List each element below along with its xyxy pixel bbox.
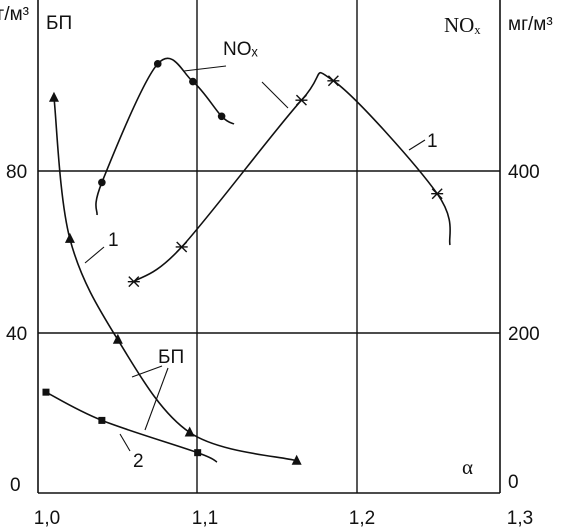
x-tick-label-1-2: 1,2 <box>349 508 375 529</box>
leader-bp-1 <box>131 365 163 378</box>
x-tick-label-1-1: 1,1 <box>192 508 218 529</box>
series-0-point-3 <box>184 426 195 437</box>
y-right-unit: мг/м³ <box>508 14 553 35</box>
series-2-point-2 <box>189 77 197 86</box>
y-left-tick-label-80: 80 <box>6 162 27 183</box>
series-3-point-1 <box>175 241 188 253</box>
series-1-point-1 <box>98 416 106 424</box>
series-2-point-1 <box>153 60 162 68</box>
series-1-point-2 <box>194 449 202 457</box>
series-0-line <box>53 97 297 462</box>
series-2-point-3 <box>217 112 226 121</box>
annotation-nox: NOₓ <box>223 39 259 60</box>
series-3-point-2 <box>295 94 308 106</box>
series-3-point-0 <box>127 276 140 288</box>
y-right-tick-label-400: 400 <box>508 162 540 183</box>
annotation-curve-1-left: 1 <box>108 230 119 251</box>
series-3-point-4 <box>431 188 444 200</box>
leader-nox-1 <box>183 65 227 72</box>
x-tick-label-1-3: 1,3 <box>507 508 533 529</box>
y-right-title: NOₓ <box>444 13 481 37</box>
y-left-tick-label-0: 0 <box>10 475 21 496</box>
series-2-point-0 <box>98 178 106 187</box>
y-left-unit: мг/м³ <box>0 4 29 25</box>
series-layer <box>42 57 451 465</box>
series-0-point-1 <box>64 232 75 243</box>
leader-curve-1-left <box>84 246 105 264</box>
x-axis-title: α <box>462 455 473 479</box>
y-left-title: БП <box>46 13 72 34</box>
annotation-curve-1-right: 1 <box>427 131 438 152</box>
series-3-point-3 <box>327 75 340 87</box>
series-0-point-4 <box>291 454 302 465</box>
series-1-line <box>45 391 218 463</box>
y-right-tick-label-200: 200 <box>508 324 540 345</box>
series-1-point-0 <box>42 388 50 396</box>
series-0-point-2 <box>112 333 123 344</box>
annotation-curve-2: 2 <box>133 451 144 472</box>
series-3-line <box>133 72 451 283</box>
series-2-line <box>95 57 235 216</box>
x-tick-label-1-0: 1,0 <box>34 508 60 529</box>
y-left-tick-label-40: 40 <box>6 324 27 345</box>
leader-nox-2 <box>261 81 289 109</box>
annotation-bp: БП <box>158 347 184 368</box>
leader-curve-1-right <box>408 139 426 151</box>
series-0-point-0 <box>48 91 59 102</box>
leader-curve-2 <box>119 433 131 452</box>
y-right-tick-label-0: 0 <box>508 472 519 493</box>
